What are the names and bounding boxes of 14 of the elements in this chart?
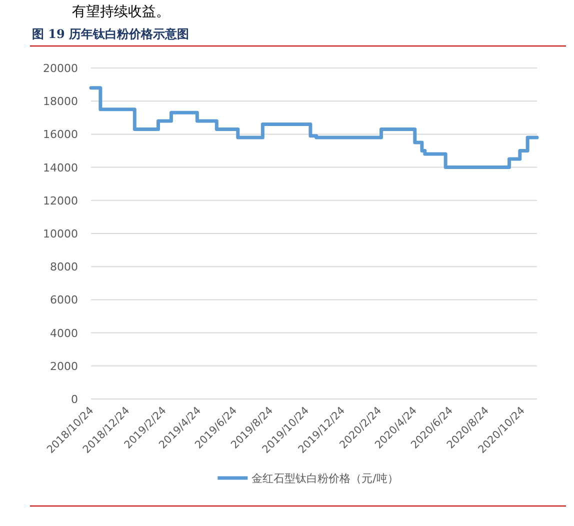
chart-title: 图 19 历年钛白粉价格示意图 bbox=[32, 27, 190, 41]
y-tick-label: 12000 bbox=[43, 194, 78, 208]
y-tick-label: 4000 bbox=[50, 326, 78, 340]
y-tick-label: 2000 bbox=[50, 360, 78, 373]
y-tick-label: 16000 bbox=[43, 128, 78, 142]
y-tick-label: 20000 bbox=[43, 62, 78, 75]
y-tick-label: 14000 bbox=[43, 161, 78, 174]
y-tick-label: 10000 bbox=[43, 228, 78, 240]
y-tick-label: 0 bbox=[71, 393, 78, 406]
y-tick-label: 6000 bbox=[50, 294, 78, 307]
y-tick-label: 18000 bbox=[43, 95, 78, 108]
legend-label: 金红石型钛白粉价格（元/吨） bbox=[252, 472, 398, 485]
text: 有望持续收益。 bbox=[72, 4, 170, 20]
y-tick-label: 8000 bbox=[50, 260, 78, 274]
